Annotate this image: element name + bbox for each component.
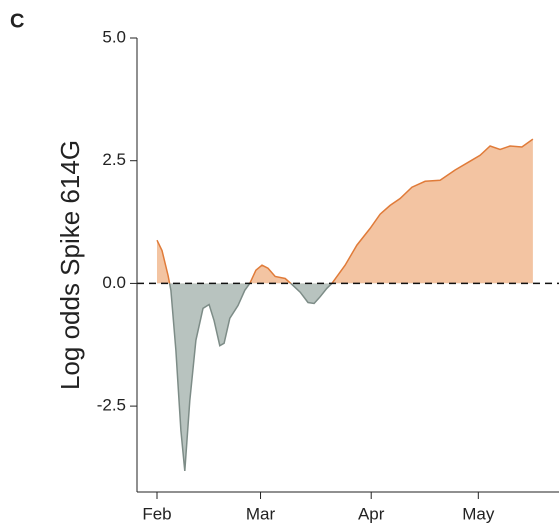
panel-label: C bbox=[10, 10, 24, 32]
x-tick-label: May bbox=[462, 504, 495, 523]
y-tick-label: 2.5 bbox=[102, 150, 126, 169]
x-tick-label: Feb bbox=[142, 504, 171, 523]
line-positive bbox=[156, 138, 534, 284]
x-tick-label: Apr bbox=[358, 504, 385, 523]
y-axis-label: Log odds Spike 614G bbox=[55, 140, 85, 390]
y-tick-label: 0.0 bbox=[102, 273, 126, 292]
y-tick-label: -2.5 bbox=[97, 396, 126, 415]
line-negative bbox=[168, 283, 333, 471]
y-tick-label: 5.0 bbox=[102, 27, 126, 46]
x-tick-label: Mar bbox=[246, 504, 276, 523]
area-positive bbox=[157, 139, 533, 284]
